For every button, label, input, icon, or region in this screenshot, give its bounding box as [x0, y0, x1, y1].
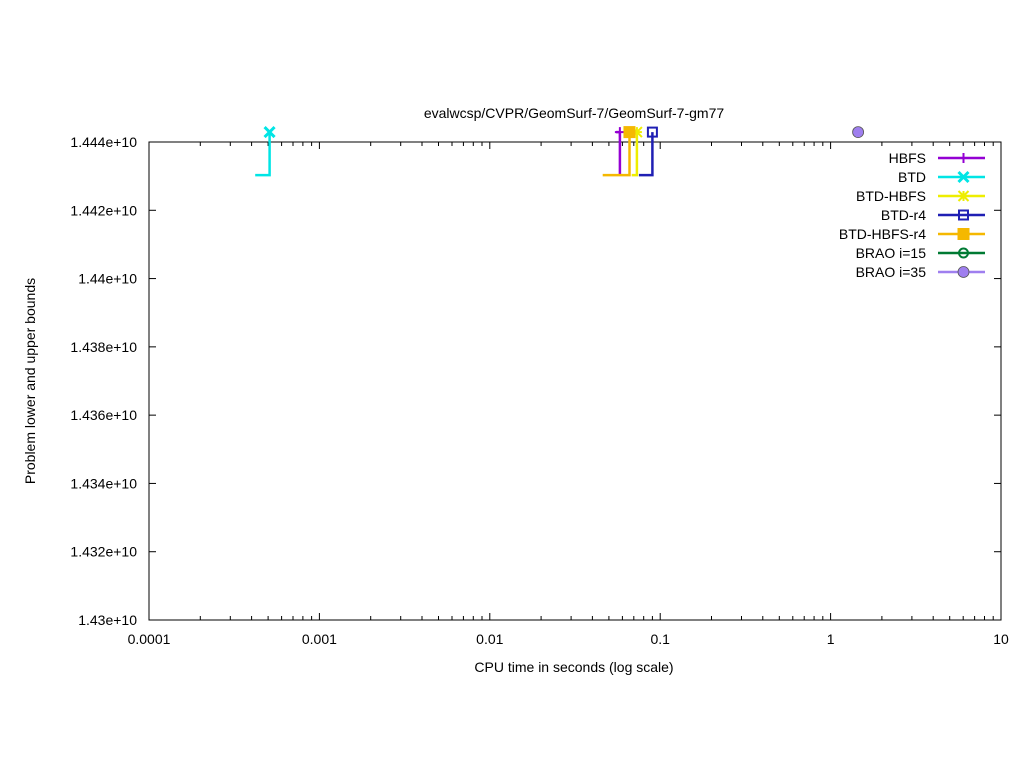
legend-label: BRAO i=15 [856, 245, 927, 261]
data-point [623, 126, 636, 139]
series-line [255, 132, 271, 177]
series-layer [255, 126, 864, 177]
y-tick-label: 1.438e+10 [70, 339, 137, 355]
series-btd [255, 126, 276, 177]
legend-marker [957, 170, 970, 184]
data-point [852, 126, 864, 138]
legend-entry: BRAO i=15 [856, 245, 985, 261]
y-tick-label: 1.442e+10 [70, 202, 137, 218]
y-tick-label: 1.436e+10 [70, 407, 137, 423]
legend-marker [958, 153, 969, 163]
y-tick-label: 1.43e+10 [78, 612, 137, 628]
series-line [631, 132, 639, 177]
legend-entry: BTD-HBFS [856, 188, 985, 204]
legend-label: BTD-r4 [881, 207, 926, 223]
legend-entry: BTD-HBFS-r4 [839, 226, 985, 242]
legend-marker [957, 190, 970, 202]
data-point [263, 126, 276, 139]
legend-entry: BTD [898, 169, 985, 185]
legend-marker [957, 228, 970, 240]
y-axis: 1.43e+10 1.432e+10 1.434e+10 1.436e+10 1.438… [70, 134, 1001, 628]
y-axis-label: Problem lower and upper bounds [22, 278, 38, 484]
x-tick-label: 0.01 [476, 631, 503, 647]
y-tick-label: 1.444e+10 [70, 134, 137, 150]
series-hbfs [614, 127, 625, 176]
y-tick-label: 1.432e+10 [70, 544, 137, 560]
legend-label: BTD-HBFS-r4 [839, 226, 926, 242]
y-tick-label: 1.44e+10 [78, 271, 137, 287]
plot-frame [148, 141, 1002, 621]
series-btd-hbfs-r4 [602, 126, 636, 177]
legend-label: HBFS [889, 150, 926, 166]
x-tick-label: 0.1 [650, 631, 670, 647]
data-point [646, 126, 658, 138]
series-btd-r4 [638, 126, 658, 177]
legend-marker [957, 266, 970, 278]
legend-entry: HBFS [889, 150, 985, 166]
series-line [602, 132, 631, 177]
legend-marker [958, 209, 969, 221]
data-point [614, 127, 625, 138]
x-axis: 0.0001 0.001 0.01 0.1 1 10 [128, 142, 1009, 647]
x-tick-label: 0.001 [302, 631, 337, 647]
legend-marker [958, 247, 969, 259]
series-line [638, 132, 654, 177]
legend-label: BRAO i=35 [856, 264, 927, 280]
x-axis-label: CPU time in seconds (log scale) [474, 659, 673, 675]
legend-label: BTD-HBFS [856, 188, 926, 204]
legend-entry: BTD-r4 [881, 207, 985, 223]
y-tick-label: 1.434e+10 [70, 475, 137, 491]
legend-entry: BRAO i=35 [856, 264, 985, 280]
legend: HBFS BTD BTD-HBFS BTD-r4 BTD-HBFS-r4 BRAO i=1… [839, 150, 985, 280]
x-tick-label: 0.0001 [128, 631, 171, 647]
chart-title: evalwcsp/CVPR/GeomSurf-7/GeomSurf-7-gm77 [424, 105, 725, 121]
x-tick-label: 10 [993, 631, 1009, 647]
x-tick-label: 1 [827, 631, 835, 647]
legend-label: BTD [898, 169, 926, 185]
